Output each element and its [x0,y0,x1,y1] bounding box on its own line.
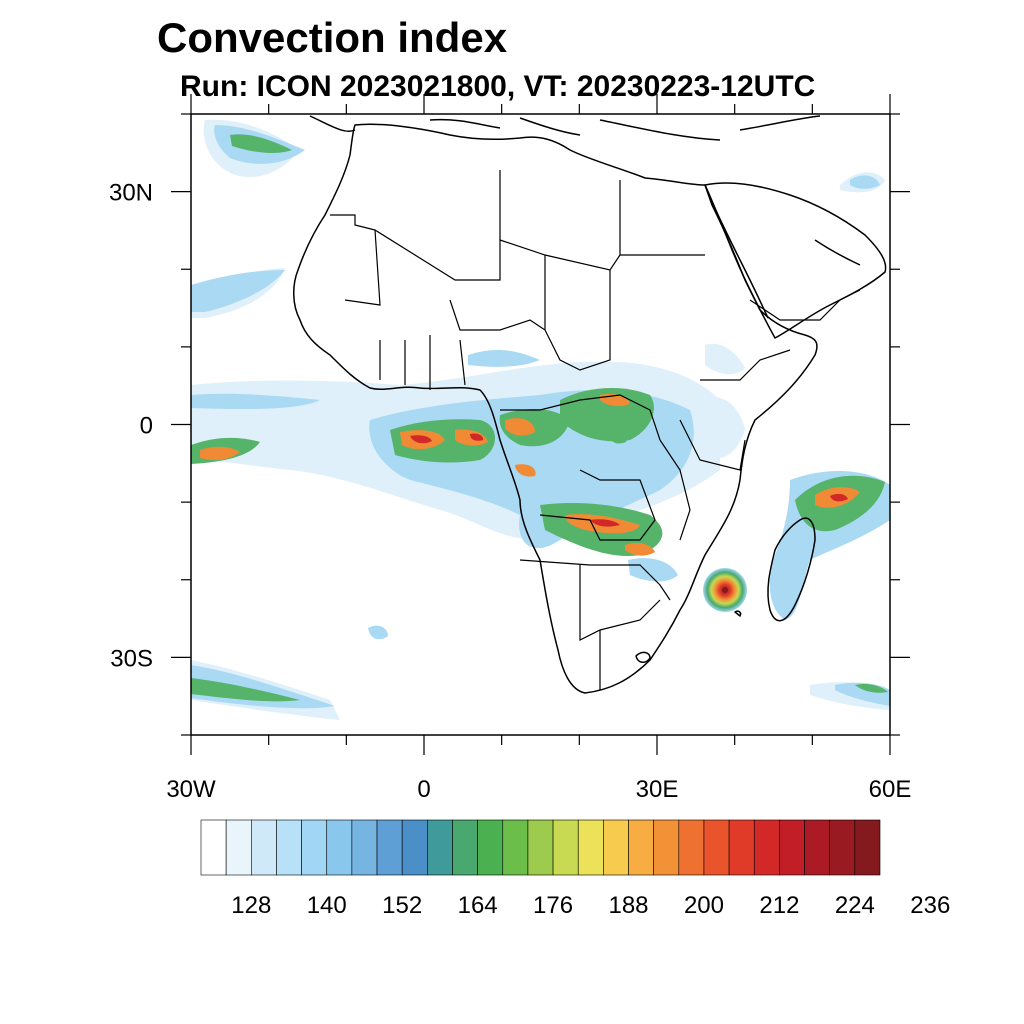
colorbar-swatch [829,819,856,876]
colorbar-swatch [653,819,680,876]
colorbar-swatch [728,819,755,876]
lon-tick-label: 60E [869,776,912,803]
lon-tick-label: 0 [417,776,430,803]
colorbar-swatch [276,819,302,876]
lon-tick-label: 30W [166,776,216,803]
colorbar-swatch [477,819,504,876]
colorbar-label: 140 [307,892,347,919]
colorbar-label: 188 [608,892,648,919]
lon-tick-label: 30E [636,776,679,803]
colorbar-swatch [527,819,554,876]
lat-tick-label: 0 [140,413,153,440]
cyclone-eye [722,587,728,593]
chart-subtitle: Run: ICON 2023021800, VT: 20230223-12UTC [180,70,816,103]
colorbar-label: 176 [533,892,573,919]
colorbar-label: 152 [382,892,422,919]
colorbar-label: 128 [231,892,271,919]
colorbar-swatch [603,819,629,876]
colorbar-label: 164 [458,892,498,919]
colorbar-swatch [427,819,453,876]
colorbar-swatch [452,819,478,876]
colorbar-swatch [703,819,730,876]
country-borders [330,170,861,690]
colorbar-label: 200 [684,892,724,919]
colorbar-label: 224 [835,892,875,919]
colorbar-swatch [678,819,705,876]
colorbar-swatch [200,819,227,876]
colorbar-swatch [577,819,604,876]
lat-tick-label: 30S [110,645,153,672]
colorbar-swatch [502,819,529,876]
map-axes: 30W 0 30E 60E 30N 0 30S [109,94,911,803]
colorbar: 128 140 152 164 176 188 200 212 224 236 [200,819,950,919]
data-field [191,119,890,720]
colorbar-swatch [401,819,428,876]
colorbar-swatch [326,819,353,876]
colorbar-swatch [250,819,277,876]
colorbar-swatch [225,819,252,876]
colorbar-swatch [854,819,881,876]
colorbar-swatch [552,819,579,876]
extreme-convection-cores [410,433,848,527]
colorbar-label: 212 [759,892,799,919]
colorbar-swatch [628,819,654,876]
chart-title: Convection index [157,14,508,61]
colorbar-swatch [753,819,780,876]
colorbar-swatch [351,819,378,876]
colorbar-swatch [804,819,831,876]
colorbar-label: 236 [910,892,950,919]
colorbar-swatch [779,819,805,876]
colorbar-swatch [301,819,328,876]
lat-tick-label: 30N [109,180,153,207]
coastlines [293,115,887,694]
colorbar-swatch [376,819,403,876]
